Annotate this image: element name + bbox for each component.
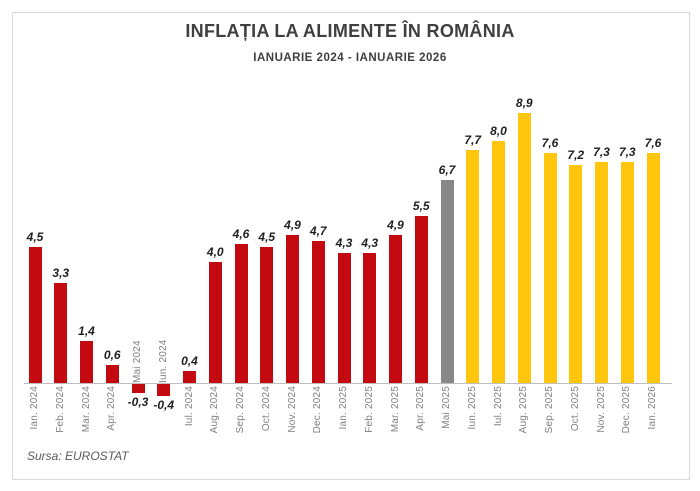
bar-value-label: 8,0 (490, 123, 507, 138)
bar-value-label: 7,6 (541, 135, 559, 150)
bar-value-label: 0,4 (181, 353, 198, 368)
bar-value-label: 4,6 (232, 226, 250, 241)
bar-value-label: 6,7 (438, 162, 456, 177)
x-axis-tick-label: Nov. 2025 (595, 386, 607, 433)
bar (363, 252, 377, 383)
bar-value-label: 4,9 (387, 217, 404, 232)
bar (183, 370, 196, 383)
x-axis-tick-label: Oct. 2024 (260, 386, 272, 432)
x-axis-tick-label: Ian. 2025 (338, 386, 349, 430)
bar (466, 149, 480, 383)
x-axis-tick-label: Dec. 2025 (621, 386, 633, 434)
x-axis-tick-label: Mai 2025 (441, 386, 452, 429)
bar-value-label: -0,3 (127, 395, 149, 410)
bar-value-label: 3,3 (52, 266, 70, 280)
bar (28, 246, 42, 383)
bar (234, 243, 248, 383)
bar-value-label: 4,5 (258, 229, 276, 244)
bar-value-label: 7,6 (644, 135, 662, 150)
bar (569, 164, 583, 383)
bar-value-label: 4,3 (335, 235, 353, 250)
bar (157, 384, 171, 397)
x-axis-tick-label: Oct. 2025 (569, 386, 581, 432)
bar (492, 140, 505, 383)
bar (337, 252, 351, 383)
bar-value-label: 4,5 (26, 229, 44, 244)
bar-value-label: 4,9 (284, 217, 301, 232)
x-axis-tick-label: Mar. 2024 (80, 386, 92, 433)
x-axis-tick-label: Dec. 2024 (312, 386, 324, 434)
bar (414, 216, 428, 383)
x-axis-tick-label: Feb. 2025 (363, 386, 375, 433)
bar (389, 234, 402, 383)
x-axis-tick-label: Sep. 2025 (544, 386, 555, 434)
bar-value-label: 8,9 (515, 96, 533, 111)
bar (105, 364, 119, 383)
bar-value-label: 4,7 (309, 223, 327, 238)
bar (54, 283, 68, 383)
x-axis-tick-label: Mai 2024 (132, 340, 143, 383)
bar-value-label: 7,3 (618, 144, 636, 159)
bar-value-label: -0,4 (153, 398, 175, 413)
x-axis-tick-label: Sep. 2024 (235, 386, 246, 434)
bar (620, 161, 634, 383)
bar-value-label: 4,0 (206, 244, 224, 259)
bar (131, 384, 145, 394)
x-axis-tick-label: Aug. 2025 (518, 386, 530, 434)
x-axis-tick-label: Iun. 2025 (466, 386, 478, 430)
chart-title: INFLAȚIA LA ALIMENTE ÎN ROMÂNIA (185, 21, 515, 41)
bar (311, 240, 325, 383)
bar-value-label: 7,7 (464, 132, 482, 147)
bar (208, 261, 222, 383)
bar-value-label: 4,3 (361, 235, 379, 250)
x-axis-tick-label: Iul. 2025 (492, 386, 504, 427)
bar-value-label: 7,3 (593, 144, 610, 159)
bar (286, 234, 299, 383)
bar-value-label: 7,2 (567, 147, 585, 162)
source-note: Sursa: EUROSTAT (27, 449, 129, 463)
bar (440, 179, 454, 383)
chart-subtitle: IANUARIE 2024 - IANUARIE 2026 (253, 52, 447, 64)
bar-value-label: 0,6 (103, 347, 121, 362)
bar (80, 340, 93, 383)
bar (260, 246, 274, 383)
x-axis-tick-label: Aug. 2024 (209, 386, 221, 434)
x-axis-tick-label: Apr. 2025 (415, 386, 427, 431)
x-axis-tick-label: Nov. 2024 (286, 386, 298, 433)
x-axis-line (24, 383, 672, 384)
x-axis-tick-label: Ian. 2026 (647, 386, 658, 430)
bar (543, 152, 557, 383)
x-axis-tick-label: Feb. 2024 (54, 386, 66, 433)
x-axis-tick-label: Ian. 2024 (29, 386, 40, 430)
bar (595, 161, 608, 383)
x-axis-tick-label: Mar. 2025 (389, 386, 401, 433)
x-axis-tick-label: Iul. 2024 (183, 386, 195, 427)
bar-value-label: 5,5 (412, 199, 430, 214)
bar (646, 152, 660, 383)
bar-value-label: 1,4 (78, 323, 95, 338)
bar (517, 113, 531, 383)
